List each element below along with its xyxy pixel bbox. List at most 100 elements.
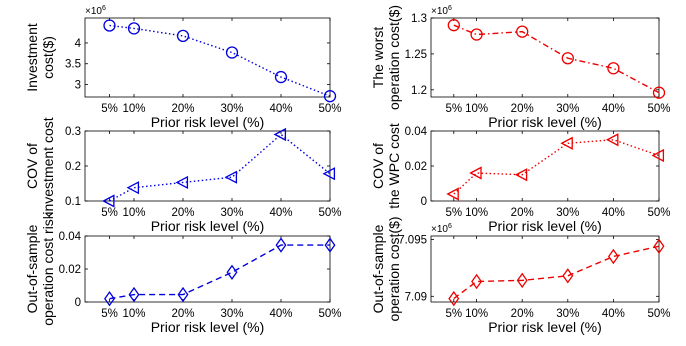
y-axis-label: COV ofthe WPC cost: [370, 123, 402, 209]
data-point-4: [225, 46, 239, 59]
plot-frame: [430, 17, 660, 98]
y-axis-label-line: investment cost: [40, 117, 56, 214]
x-tick-label: 50%: [318, 103, 341, 115]
series-line: [109, 133, 331, 202]
x-tick-label: 5%: [101, 207, 118, 219]
x-tick-label: 10%: [465, 103, 488, 115]
y-tick-label: 4: [75, 38, 82, 50]
x-tick-label: 40%: [269, 308, 292, 320]
data-point-2: [470, 28, 483, 41]
x-tick-label: 30%: [556, 207, 579, 219]
x-axis-label: Prior risk level (%): [488, 114, 602, 130]
data-point-4: [224, 170, 238, 184]
y-tick-label: 0.04: [59, 231, 82, 243]
data-point-3: [514, 168, 528, 182]
data-point-6: [324, 237, 336, 253]
x-tick-label: 30%: [220, 207, 243, 219]
y-axis-multiplier-exponent: 6: [448, 5, 452, 12]
data-series-1: [448, 238, 665, 307]
series-line: [109, 24, 331, 97]
x-tick-label: 20%: [511, 103, 534, 115]
data-point-4: [226, 264, 238, 281]
data-series-1: [447, 19, 666, 99]
x-tick-label: 30%: [556, 308, 579, 320]
x-tick-label: 10%: [465, 207, 488, 219]
series-line: [453, 245, 660, 300]
data-point-5: [273, 127, 287, 142]
data-point-1: [102, 194, 115, 208]
y-axis-label: Out-of-sampleoperation cost($): [370, 216, 402, 321]
data-point-3: [177, 286, 189, 303]
y-tick-label: 1.25: [405, 49, 427, 61]
y-axis-label-line: the WPC cost: [386, 123, 402, 209]
x-tick-label: 5%: [445, 308, 462, 320]
x-tick-label: 10%: [465, 308, 488, 320]
data-point-1: [104, 290, 115, 307]
y-axis-label-line: operation cost risk: [40, 211, 56, 326]
y-axis-multiplier-exponent: 6: [448, 223, 452, 230]
data-point-6: [323, 90, 337, 103]
data-point-1: [446, 187, 459, 201]
x-tick-label: 10%: [122, 207, 145, 219]
data-series-1: [103, 19, 337, 103]
data-point-1: [447, 19, 460, 32]
x-tick-label: 10%: [122, 308, 145, 320]
plot-frame: [430, 235, 660, 303]
x-tick-label: 40%: [602, 308, 625, 320]
plot-frame: [430, 130, 660, 202]
series-line: [109, 244, 330, 300]
x-tick-label: 5%: [445, 103, 462, 115]
y-axis-multiplier-exponent: 6: [102, 5, 106, 12]
x-tick-label: 5%: [445, 207, 462, 219]
plot-frame: [84, 130, 331, 202]
data-point-4: [561, 52, 574, 65]
x-tick-label: 10%: [122, 103, 145, 115]
y-tick-label: 7.095: [398, 234, 427, 246]
x-tick-label: 20%: [511, 207, 534, 219]
y-axis-label: Investmentcost($): [24, 23, 56, 92]
x-tick-label: 50%: [647, 207, 670, 219]
x-tick-label: 40%: [602, 207, 625, 219]
data-point-5: [607, 248, 619, 265]
x-axis-label: Prior risk level (%): [151, 218, 265, 234]
y-tick-label: 0: [421, 196, 427, 208]
y-axis-label-line: operation cost($): [386, 5, 402, 110]
data-series-1: [102, 127, 336, 208]
data-point-2: [126, 181, 140, 195]
x-tick-label: 30%: [220, 103, 243, 115]
x-tick-label: 20%: [171, 207, 194, 219]
y-tick-label: 0.2: [65, 161, 81, 173]
y-axis-label-line: cost($): [40, 36, 56, 79]
chart-panel-2: 5% 10% 20% 30% 40% 50% 1.2 1.25 1.3 ×106 Prior ris…: [370, 5, 671, 130]
data-point-5: [605, 133, 619, 147]
data-point-5: [607, 62, 620, 75]
plot-frame: [84, 17, 331, 98]
chart-panel-3: 5% 10% 20% 30% 40% 50% 0.1 0.2 0.3 Prior risk lev…: [24, 117, 342, 234]
chart-panel-1: 5% 10% 20% 30% 40% 50% 3 3.5 4 ×106 Prior risk lev…: [24, 5, 342, 130]
data-point-6: [651, 148, 665, 163]
data-point-1: [448, 290, 460, 307]
y-tick-label: 0.02: [405, 161, 427, 173]
y-tick-label: 0.02: [59, 264, 81, 276]
data-point-1: [103, 19, 116, 32]
x-tick-label: 20%: [171, 308, 194, 320]
data-point-5: [275, 237, 287, 253]
y-axis-label-line: Out-of-sample: [24, 224, 40, 313]
y-tick-label: 0: [75, 297, 81, 309]
data-point-2: [471, 273, 483, 290]
y-axis-label-line: The worst: [370, 27, 386, 89]
data-series-1: [446, 133, 665, 201]
x-tick-label: 5%: [101, 308, 118, 320]
x-tick-label: 20%: [511, 308, 534, 320]
series-line: [453, 24, 660, 94]
data-point-4: [560, 136, 573, 150]
x-tick-label: 40%: [269, 207, 292, 219]
y-axis-label-line: COV of: [24, 143, 40, 189]
data-series-1: [104, 237, 336, 307]
x-tick-label: 50%: [647, 308, 670, 320]
x-axis-label: Prior risk level (%): [488, 218, 602, 234]
y-tick-label: 1.2: [411, 85, 427, 97]
x-tick-label: 50%: [647, 103, 670, 115]
x-tick-label: 30%: [556, 103, 579, 115]
x-axis-label: Prior risk level (%): [151, 319, 265, 335]
